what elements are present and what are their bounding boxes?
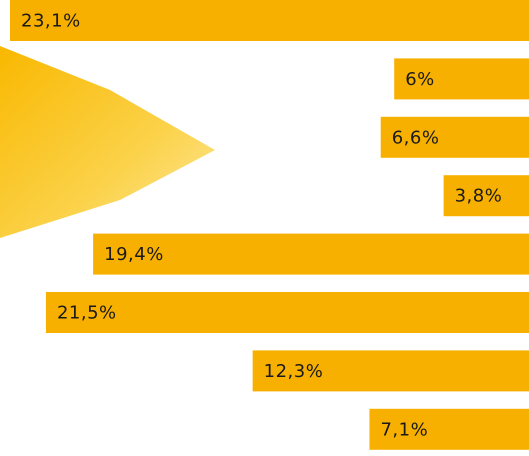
value-label: 6,6% xyxy=(392,127,440,148)
bar xyxy=(380,116,529,158)
bar xyxy=(443,175,529,217)
value-label: 3,8% xyxy=(455,186,503,207)
bar xyxy=(10,0,529,41)
value-label: 6% xyxy=(405,69,435,90)
bar xyxy=(93,233,529,275)
bar xyxy=(394,58,529,100)
bar xyxy=(45,292,529,333)
value-label: 23,1% xyxy=(21,11,81,32)
value-label: 7,1% xyxy=(380,419,428,440)
bar xyxy=(369,408,529,450)
bar xyxy=(252,350,529,392)
value-label: 12,3% xyxy=(264,361,324,382)
value-label: 19,4% xyxy=(104,244,164,265)
value-label: 21,5% xyxy=(57,303,117,324)
decorative-arrow xyxy=(0,46,215,238)
